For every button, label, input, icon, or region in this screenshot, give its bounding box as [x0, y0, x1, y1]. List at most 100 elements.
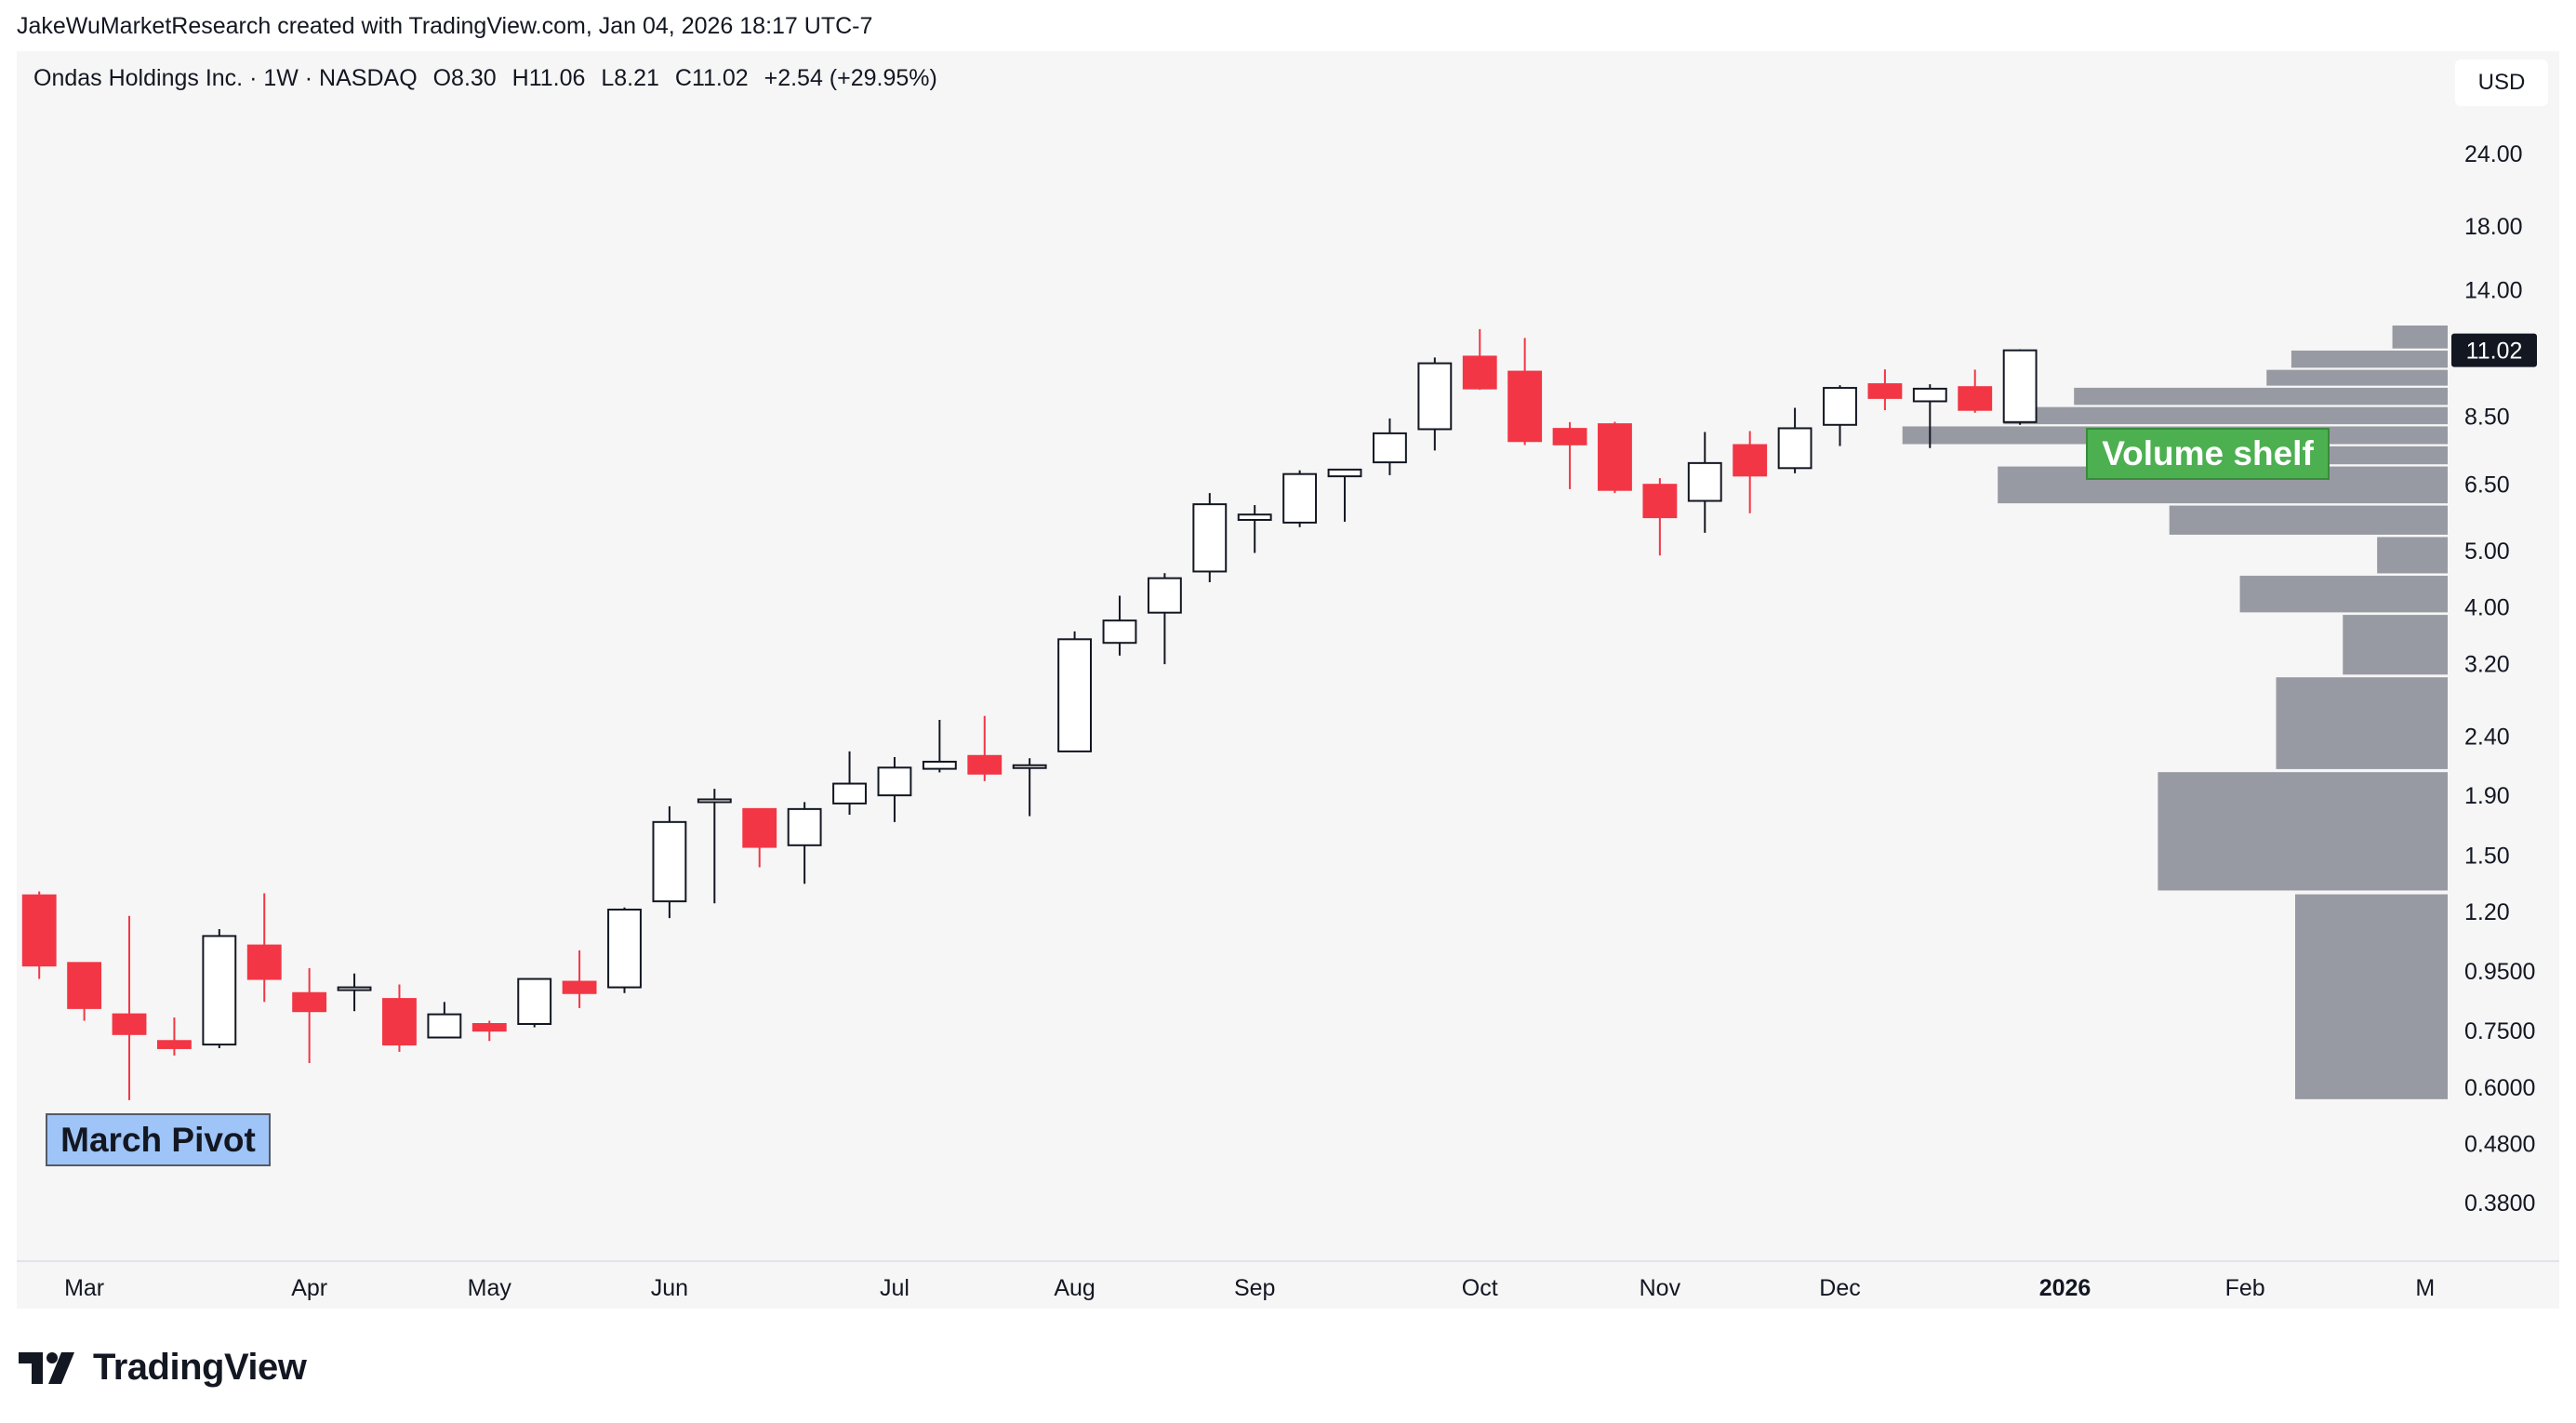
candle [1147, 573, 1182, 665]
volume-profile-bar [2295, 894, 2448, 1099]
time-tick-label: Jul [880, 1275, 910, 1301]
volume-profile-bar [2276, 677, 2448, 769]
candle-body [1102, 619, 1137, 645]
candle [1192, 493, 1228, 582]
candle-body [1867, 383, 1903, 399]
candle [832, 751, 867, 815]
candle [1687, 432, 1722, 533]
volume-profile-bar [2343, 615, 2448, 675]
candle [562, 950, 597, 1008]
candles [21, 328, 2038, 1100]
price-tick-label: 1.50 [2464, 843, 2510, 869]
candle-body [1372, 432, 1407, 464]
candle-body [112, 1013, 147, 1035]
candle [607, 907, 642, 993]
candle-body [1507, 370, 1543, 443]
price-tick-label: 2.40 [2464, 725, 2510, 751]
candle [471, 1020, 507, 1042]
candle [1598, 421, 1632, 494]
candle [1733, 431, 1768, 513]
volume-profile-bar [2377, 537, 2448, 574]
candle [877, 757, 912, 822]
candle-body [1598, 423, 1632, 491]
open-value: O8.30 [432, 65, 497, 91]
volume-profile-bar [2392, 325, 2448, 349]
candle [112, 915, 147, 1100]
volume-shelf-annotation[interactable]: Volume shelf [2086, 428, 2330, 480]
candle-body [382, 998, 417, 1046]
candle [1507, 338, 1543, 446]
candle-body [1777, 427, 1812, 470]
candle [202, 929, 237, 1048]
candle [1102, 595, 1137, 656]
march-pivot-label: March Pivot [60, 1121, 256, 1159]
volume-shelf-label: Volume shelf [2102, 434, 2314, 472]
candle [742, 807, 777, 868]
currency-button[interactable]: USD [2455, 60, 2548, 106]
time-tick-label: M [2415, 1275, 2435, 1301]
candle [1823, 385, 1857, 446]
candle-body [517, 977, 552, 1025]
candle-body [1327, 468, 1362, 478]
chart-panel[interactable] [17, 51, 2559, 1309]
price-tick-label: 8.50 [2464, 404, 2510, 430]
candle-body [787, 807, 822, 846]
candle [652, 805, 687, 919]
candle-body [1958, 386, 1993, 411]
candle-body [471, 1022, 507, 1032]
price-tick-label: 6.50 [2464, 472, 2510, 498]
candle [1958, 369, 1993, 413]
candle-body [832, 782, 867, 805]
last-price-label: 11.02 [2451, 333, 2537, 367]
candle-body [427, 1013, 462, 1039]
candle [1237, 505, 1272, 553]
volume-profile-bar [2003, 406, 2448, 425]
candle-body [1462, 355, 1497, 390]
time-tick-label: Dec [1819, 1275, 1860, 1301]
candle-body [742, 807, 777, 848]
candle [1057, 631, 1093, 752]
volume-profile [1902, 325, 2448, 1099]
price-tick-label: 0.3800 [2464, 1190, 2535, 1217]
candle [1372, 418, 1407, 475]
candle-body [1147, 577, 1182, 614]
chart-caption: JakeWuMarketResearch created with Tradin… [17, 13, 873, 39]
time-tick-label: May [468, 1275, 512, 1301]
symbol-legend[interactable]: Ondas Holdings Inc. · 1W · NASDAQ O8.30 … [33, 65, 947, 92]
candle [337, 973, 372, 1012]
candle [1462, 328, 1497, 391]
candle [2002, 349, 2038, 425]
time-axis[interactable]: Mar Apr May Jun Jul Aug Sep Oct Nov Dec 2026 Feb M [64, 1275, 2435, 1301]
tradingview-logo[interactable]: TradingView [19, 1347, 307, 1389]
candle-body [2002, 349, 2038, 423]
time-tick-label: Apr [291, 1275, 327, 1301]
candle-body [21, 894, 57, 967]
candle [1912, 384, 1947, 448]
candle [1777, 407, 1812, 473]
candle [246, 893, 282, 1003]
tradingview-logo-icon [19, 1351, 74, 1384]
price-axis[interactable]: 30.0024.0018.0014.008.506.505.004.003.20… [2464, 85, 2535, 1217]
march-pivot-annotation[interactable]: March Pivot [46, 1113, 271, 1166]
candle-body [1282, 472, 1318, 524]
candle [922, 719, 957, 773]
candle-body [202, 935, 237, 1046]
candle-body [1417, 362, 1453, 431]
time-tick-label: Aug [1054, 1275, 1095, 1301]
candle-body [67, 962, 102, 1009]
candle-body [156, 1040, 192, 1049]
candle [67, 962, 102, 1021]
candle [787, 802, 822, 884]
candle-body [1687, 461, 1722, 502]
candle-body [1237, 513, 1272, 521]
volume-profile-bar [2169, 505, 2448, 535]
volume-profile-bar [2266, 369, 2448, 386]
candle-body [1192, 503, 1228, 573]
candle-body [1823, 387, 1857, 426]
price-tick-label: 18.00 [2464, 214, 2523, 240]
price-tick-label: 0.7500 [2464, 1018, 2535, 1044]
price-tick-label: 0.4800 [2464, 1132, 2535, 1158]
candle [1642, 478, 1678, 556]
price-tick-label: 3.20 [2464, 651, 2510, 677]
